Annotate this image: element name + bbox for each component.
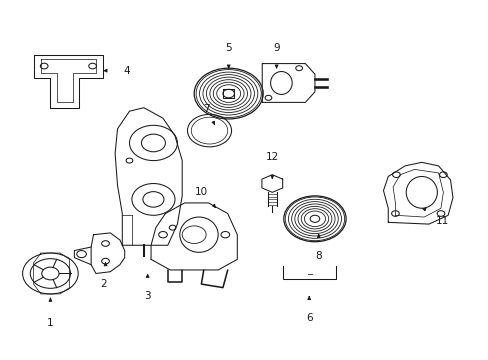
Text: ─: ─ bbox=[306, 269, 311, 278]
Text: 2: 2 bbox=[100, 279, 106, 289]
Text: 3: 3 bbox=[144, 292, 151, 301]
Text: 1: 1 bbox=[47, 318, 54, 328]
Text: 6: 6 bbox=[305, 312, 312, 323]
Text: 10: 10 bbox=[194, 187, 207, 197]
Text: 9: 9 bbox=[273, 43, 279, 53]
Text: 8: 8 bbox=[315, 251, 322, 261]
Text: 12: 12 bbox=[265, 152, 278, 162]
Text: 7: 7 bbox=[203, 104, 209, 114]
Text: 4: 4 bbox=[123, 66, 130, 76]
Text: 5: 5 bbox=[225, 43, 231, 53]
Text: 11: 11 bbox=[434, 216, 447, 226]
